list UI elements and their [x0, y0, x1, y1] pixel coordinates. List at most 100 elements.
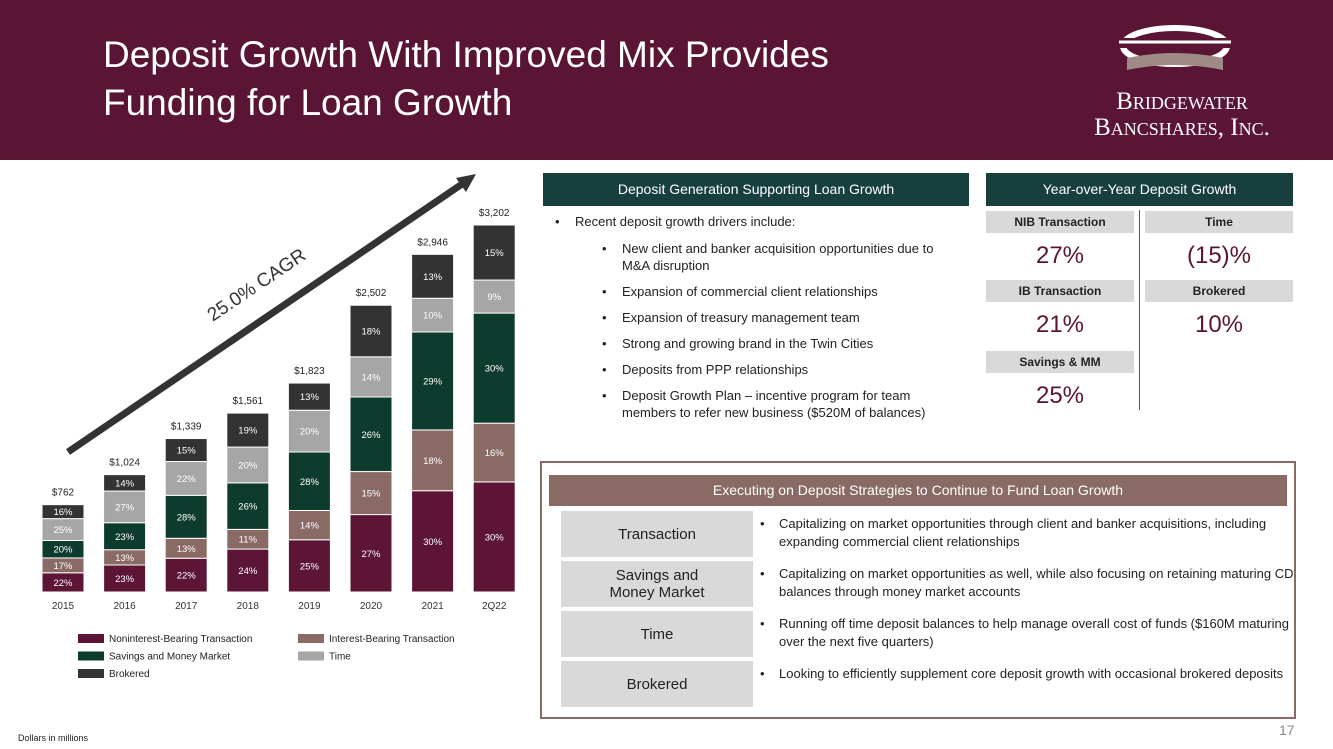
segment-label: 28% [177, 512, 197, 523]
bar-segment [287, 409, 331, 453]
total-label: $1,823 [294, 366, 325, 377]
segment-label: 30% [485, 532, 505, 543]
bar-segment [164, 438, 208, 463]
segment-label: 23% [115, 532, 135, 543]
segment-label: 11% [239, 535, 258, 546]
bar-segment [411, 297, 455, 333]
bar-segment [472, 422, 516, 483]
bar-segment [287, 382, 331, 411]
driver-item: Deposit Growth Plan – incentive program … [602, 387, 957, 421]
bar-segment [287, 510, 331, 541]
segment-label: 30% [423, 537, 443, 548]
strategy-label: Time [561, 611, 753, 657]
driver-item: Expansion of commercial client relations… [602, 283, 957, 300]
segment-label: 22% [53, 578, 73, 589]
legend-label: Time [329, 652, 351, 663]
yoy-label: NIB Transaction [986, 211, 1134, 233]
legend-swatch [78, 651, 104, 661]
segment-label: 16% [485, 448, 505, 459]
cagr-arrow [66, 177, 470, 455]
strategies-heading: Executing on Deposit Strategies to Conti… [549, 475, 1287, 506]
yoy-label: Time [1145, 211, 1293, 233]
strategy-text: Capitalizing on market opportunities thr… [760, 515, 1299, 551]
title: Funding for Loan Growth [103, 82, 513, 123]
legend-label: Noninterest-Bearing Transaction [109, 634, 252, 645]
bar-segment [103, 474, 147, 492]
strategy-text: Capitalizing on market opportunities as … [760, 565, 1299, 601]
legend-swatch [298, 651, 324, 661]
legend-label: Brokered [109, 669, 150, 680]
bar-segment [164, 494, 208, 539]
bar-segment [164, 557, 208, 593]
strategy-label-text: Time [640, 625, 674, 643]
bar-segment [411, 253, 455, 299]
logo-mark [1113, 25, 1237, 70]
x-tick-label: 2017 [175, 601, 198, 612]
yoy-label: IB Transaction [986, 280, 1134, 302]
header [0, 0, 1333, 160]
chart: 25.0% CAGR 22% 17% 20% 25% 16% $762 2015 23% 13%… [41, 174, 516, 680]
segment-label: 15% [177, 446, 197, 457]
segment-label: 18% [423, 456, 443, 467]
bar-segment [103, 490, 147, 524]
total-label: $3,202 [479, 208, 510, 219]
bar-segment [411, 331, 455, 431]
driver-item: Strong and growing brand in the Twin Cit… [602, 335, 957, 352]
segment-label: 14% [115, 478, 135, 489]
total-label: $1,561 [233, 396, 264, 407]
x-tick-label: 2015 [52, 601, 75, 612]
segment-label: 13% [423, 272, 443, 283]
yoy-value: (15)% [1186, 242, 1252, 269]
strategy-label: Brokered [561, 661, 753, 707]
bar-segment [411, 429, 455, 492]
segment-label: 27% [361, 549, 381, 560]
segment-label: 19% [238, 426, 258, 437]
drivers-list: New client and banker acquisition opport… [602, 240, 957, 430]
segment-label: 28% [300, 477, 320, 488]
bar-segment [287, 451, 331, 512]
logo-text: Bridgewater [1116, 88, 1248, 115]
segment-label: 20% [238, 460, 258, 471]
x-tick-label: 2016 [113, 601, 136, 612]
legend-swatch [298, 634, 324, 643]
total-label: $1,339 [171, 422, 202, 433]
segment-label: 13% [177, 544, 197, 555]
segment-label: 9% [487, 292, 501, 303]
strategy-label-text: Transaction [618, 525, 696, 543]
bar-segment [226, 446, 270, 484]
drivers-intro: Recent deposit growth drivers include: [555, 213, 1333, 230]
segment-label: 22% [177, 571, 197, 582]
segment-label: 29% [423, 376, 443, 387]
segment-label: 17% [53, 561, 73, 572]
segment-label: 20% [53, 545, 73, 556]
x-tick-label: 2018 [237, 601, 260, 612]
yoy-label: Brokered [1145, 280, 1293, 302]
legend-label: Savings and Money Market [109, 652, 230, 663]
strategy-label: Transaction [561, 511, 753, 557]
page-number: 17 [1279, 722, 1295, 738]
arrow-head [456, 174, 476, 192]
strategy-text: Looking to efficiently supplement core d… [760, 665, 1299, 683]
segment-label: 14% [300, 521, 320, 532]
strategy-label-text: Savings and Money Market [609, 567, 705, 601]
bar-segment [411, 490, 455, 593]
bar-segment [164, 461, 208, 496]
segment-label: 27% [115, 502, 135, 513]
x-tick-label: 2Q22 [482, 601, 507, 612]
bar-segment [349, 396, 393, 473]
segment-label: 18% [361, 327, 381, 338]
segment-label: 16% [53, 507, 73, 518]
footnote: Dollars in millions [18, 733, 89, 743]
x-tick-label: 2021 [421, 601, 444, 612]
yoy-value: 10% [1194, 311, 1244, 338]
strategy-text: Running off time deposit balances to hel… [760, 615, 1299, 651]
yoy-value: 21% [1035, 311, 1085, 338]
total-label: $2,946 [417, 237, 448, 248]
segment-label: 13% [300, 392, 320, 403]
segment-label: 24% [238, 566, 258, 577]
segment-label: 26% [238, 502, 258, 513]
bar-segment [287, 539, 331, 593]
driver-item: New client and banker acquisition opport… [602, 240, 957, 274]
yoy-value: 27% [1035, 242, 1085, 269]
yoy-label: Savings & MM [986, 351, 1134, 373]
